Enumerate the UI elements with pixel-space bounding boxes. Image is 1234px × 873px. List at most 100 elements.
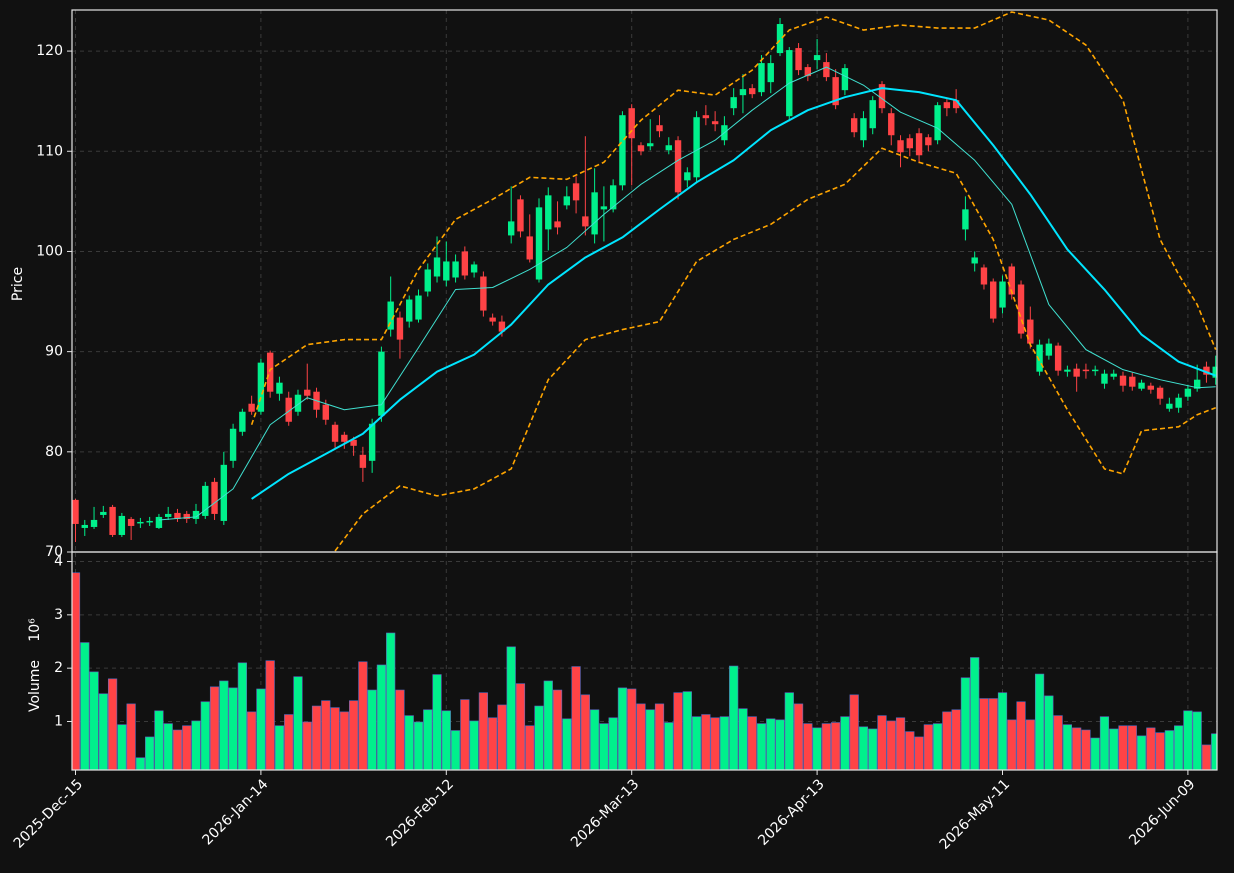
volume-y-tick-label: 4	[54, 554, 63, 570]
volume-bar	[432, 674, 442, 770]
volume-bar	[691, 716, 702, 770]
candle-body	[832, 77, 839, 106]
candle-body	[433, 257, 441, 277]
x-tick-label: 2026-Feb-12	[383, 776, 457, 850]
candle-body	[396, 317, 404, 340]
candle-body	[665, 145, 672, 151]
y-tick-label: 80	[45, 444, 63, 460]
candle-body	[591, 192, 598, 235]
volume-y-tick-label: 2	[54, 660, 63, 676]
volume-bar	[154, 710, 164, 770]
candle-body	[1193, 379, 1201, 389]
candle-body	[1147, 385, 1155, 390]
candle-body	[925, 137, 932, 146]
volume-bar	[590, 709, 600, 770]
volume-bar	[942, 711, 952, 770]
volume-bar	[701, 714, 711, 770]
candle-body	[498, 321, 506, 332]
volume-bar	[775, 719, 785, 770]
candle-body	[517, 199, 524, 232]
candle-body	[415, 295, 422, 320]
volume-bar	[358, 661, 368, 770]
x-tick-label: 2026-Jan-14	[199, 776, 271, 848]
volume-bar	[209, 686, 220, 770]
volume-bar	[135, 757, 145, 770]
volume-bar	[1174, 725, 1184, 770]
volume-bar	[719, 716, 729, 770]
volume-bar	[960, 677, 971, 770]
volume-bar	[664, 722, 674, 770]
volume-bar	[580, 694, 590, 770]
volume-bar	[237, 662, 247, 770]
candle-body	[229, 428, 237, 461]
candle-body	[489, 317, 496, 322]
candle-body	[72, 499, 79, 524]
candle-body	[934, 105, 941, 141]
candle-body	[202, 485, 209, 516]
candle-body	[980, 267, 988, 285]
candle-body	[795, 48, 802, 71]
candle-body	[1054, 345, 1062, 371]
candle-body	[739, 89, 747, 96]
candle-body	[1119, 375, 1127, 386]
candle-body	[192, 510, 200, 519]
volume-bar	[1118, 725, 1128, 770]
volume-bar	[367, 689, 377, 770]
volume-bar	[247, 711, 257, 770]
candle-body	[526, 236, 533, 260]
candle-body	[628, 108, 635, 139]
moving-average-line	[251, 87, 1217, 500]
candle-body	[535, 207, 543, 280]
band-line	[334, 147, 1216, 552]
candle-body	[239, 411, 246, 432]
candle-body	[1101, 373, 1108, 384]
candle-body	[1064, 369, 1071, 372]
volume-bar	[886, 720, 896, 770]
volume-bar	[1099, 716, 1110, 770]
volume-bar	[821, 723, 831, 770]
volume-bar	[895, 717, 906, 770]
candle-body	[823, 62, 830, 78]
candle-body	[424, 269, 431, 292]
volume-bar	[1164, 730, 1174, 770]
candle-body	[1175, 397, 1182, 408]
candle-body	[906, 138, 913, 149]
volume-bar	[478, 692, 488, 770]
candle-body	[470, 264, 478, 273]
volume-bar	[738, 708, 748, 770]
volume-bar	[460, 699, 470, 770]
volume-bar	[840, 716, 850, 770]
volume-bar	[376, 664, 387, 770]
volume-bar	[1044, 695, 1054, 770]
candle-body	[749, 88, 756, 95]
volume-bar	[1072, 727, 1082, 770]
volume-frame	[71, 551, 1218, 771]
candle-body	[619, 115, 626, 186]
volume-bar	[645, 709, 655, 770]
candle-body	[443, 261, 450, 281]
volume-bar	[636, 703, 646, 770]
candle-body	[554, 221, 561, 228]
candle-body	[1082, 369, 1090, 372]
volume-bar	[784, 692, 794, 770]
candle-body	[100, 511, 107, 515]
candle-body	[545, 195, 552, 230]
volume-bar	[951, 709, 961, 770]
volume-bar	[923, 724, 933, 770]
volume-bar	[1136, 735, 1147, 770]
volume-bar	[1201, 744, 1212, 770]
candle-body	[1027, 319, 1034, 344]
volume-bar	[1183, 710, 1193, 770]
volume-bar	[497, 704, 507, 770]
candle-body	[266, 352, 274, 392]
candle-body	[1212, 366, 1217, 378]
volume-bar	[617, 687, 628, 770]
band-line	[250, 11, 1217, 426]
candle-body	[81, 524, 88, 528]
candle-body	[869, 100, 876, 129]
volume-bar	[488, 717, 498, 770]
volume-bar	[386, 632, 396, 770]
volume-bar	[348, 700, 359, 770]
candle-body	[647, 143, 654, 147]
candle-body	[600, 206, 608, 210]
